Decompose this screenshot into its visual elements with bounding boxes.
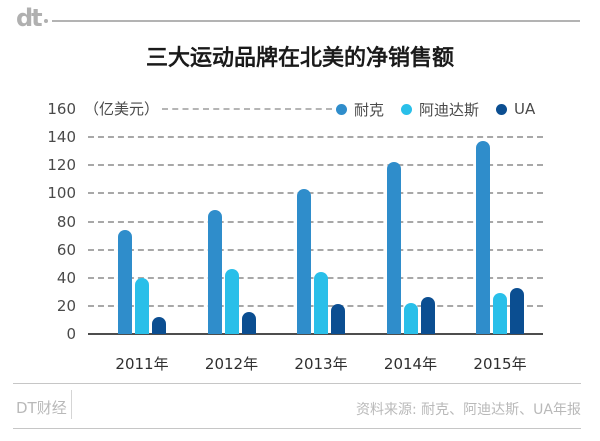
logo-dot-icon <box>44 19 48 23</box>
y-tick-label: 0 <box>66 325 76 343</box>
y-axis-unit-label: （亿美元） <box>84 100 160 118</box>
legend-item: 阿迪达斯 <box>401 99 479 120</box>
y-tick-label: 140 <box>47 128 76 147</box>
footer-brand: DT财经 <box>16 399 67 417</box>
x-tick-label: 2013年 <box>294 355 348 373</box>
bar-阿迪达斯-2015年 <box>493 293 507 334</box>
footer-rule-top <box>13 383 581 384</box>
bar-阿迪达斯-2012年 <box>224 269 239 334</box>
bar-耐克-2013年 <box>297 189 311 334</box>
bar-UA-2015年 <box>510 287 524 334</box>
legend-label: 阿迪达斯 <box>419 100 480 119</box>
y-tick-label: 100 <box>47 184 76 203</box>
gridline <box>88 248 543 251</box>
dt-logo: dt <box>16 4 43 32</box>
bar-UA-2011年 <box>152 317 166 334</box>
bar-耐克-2012年 <box>207 210 222 334</box>
y-tick-label: 80 <box>56 212 76 231</box>
bar-阿迪达斯-2014年 <box>403 303 418 334</box>
chart-title: 三大运动品牌在北美的净销售额 <box>145 46 454 71</box>
y-tick-label: 160 <box>47 100 76 118</box>
bar-阿迪达斯-2011年 <box>135 277 149 334</box>
footer-divider <box>71 390 72 419</box>
bar-阿迪达斯-2013年 <box>314 272 328 334</box>
bar-UA-2014年 <box>420 297 435 334</box>
legend-dot-icon <box>401 103 413 115</box>
footer-source: 资料来源: 耐克、阿迪达斯、UA年报 <box>356 402 581 418</box>
legend-label: UA <box>514 100 536 118</box>
legend-dot-icon <box>336 103 347 115</box>
y-tick-label: 60 <box>56 240 76 259</box>
gridline <box>88 136 543 139</box>
bar-耐克-2015年 <box>476 141 490 334</box>
footer-rule-bottom <box>13 428 581 429</box>
bar-耐克-2011年 <box>118 229 132 334</box>
y-tick-label: 120 <box>47 156 76 175</box>
gridline <box>88 220 543 223</box>
y-tick-label: 40 <box>56 268 76 287</box>
legend-dot-icon <box>496 103 508 115</box>
legend: 耐克 阿迪达斯 UA <box>336 98 535 120</box>
gridline-top-leader <box>162 108 332 110</box>
x-axis-line <box>88 333 543 335</box>
gridline <box>88 164 543 167</box>
x-tick-label: 2014年 <box>383 355 438 373</box>
bar-UA-2012年 <box>241 311 256 334</box>
x-tick-label: 2011年 <box>115 355 169 373</box>
bar-耐克-2014年 <box>386 162 401 334</box>
legend-item: 耐克 <box>336 99 384 120</box>
legend-item: UA <box>496 100 535 118</box>
x-tick-label: 2015年 <box>473 355 527 373</box>
gridline <box>88 192 543 195</box>
header-rule <box>52 20 580 22</box>
legend-label: 耐克 <box>354 100 385 119</box>
y-tick-label: 20 <box>56 296 76 315</box>
bar-UA-2013年 <box>331 304 345 334</box>
x-tick-label: 2012年 <box>204 355 259 373</box>
